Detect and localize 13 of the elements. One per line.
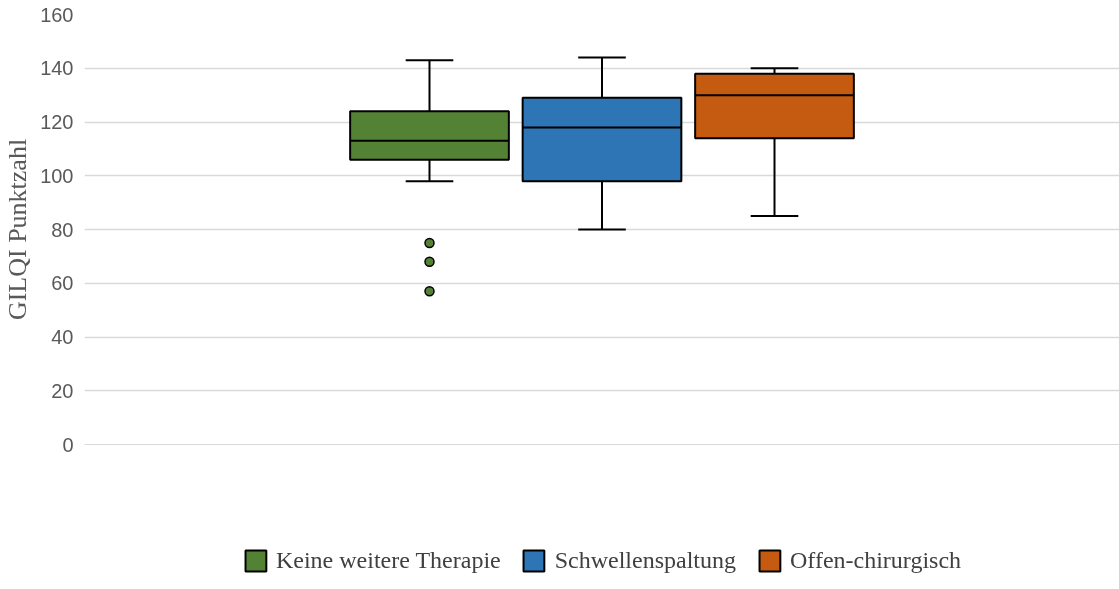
legend-label: Offen-chirurgisch: [790, 546, 962, 574]
y-tick-label: 60: [51, 272, 74, 295]
y-tick-label: 20: [51, 379, 74, 402]
y-tick-label: 120: [40, 111, 74, 133]
y-tick-label: 140: [40, 57, 74, 80]
y-tick-label: 40: [51, 326, 74, 348]
legend-label: Schwellenspaltung: [554, 546, 737, 574]
y-tick-label: 160: [40, 3, 74, 26]
y-axis-title: GILQI Punktzahl: [3, 138, 33, 321]
y-tick-label: 100: [40, 164, 74, 187]
legend-label: Keine weitere Therapie: [275, 546, 501, 574]
y-tick-label: 0: [62, 433, 74, 456]
y-tick-label: 80: [51, 218, 74, 241]
